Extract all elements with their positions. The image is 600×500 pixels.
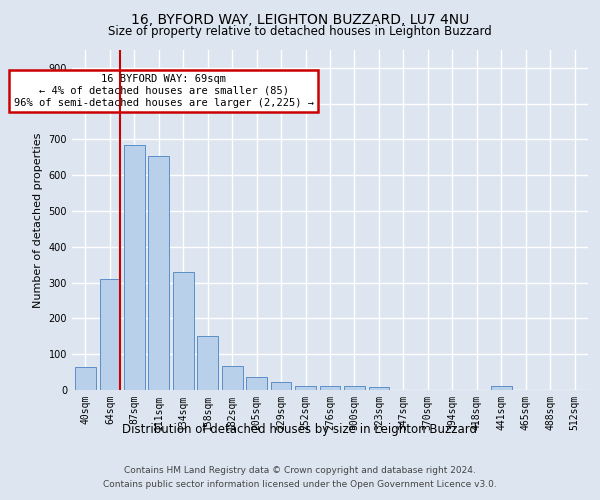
- Bar: [344, 386, 365, 390]
- Bar: [124, 145, 145, 390]
- Text: 16, BYFORD WAY, LEIGHTON BUZZARD, LU7 4NU: 16, BYFORD WAY, LEIGHTON BUZZARD, LU7 4N…: [131, 12, 469, 26]
- Text: Contains HM Land Registry data © Crown copyright and database right 2024.: Contains HM Land Registry data © Crown c…: [124, 466, 476, 475]
- Bar: [148, 156, 169, 390]
- Text: Distribution of detached houses by size in Leighton Buzzard: Distribution of detached houses by size …: [122, 422, 478, 436]
- Bar: [197, 336, 218, 390]
- Text: Size of property relative to detached houses in Leighton Buzzard: Size of property relative to detached ho…: [108, 25, 492, 38]
- Bar: [75, 366, 96, 390]
- Text: Contains public sector information licensed under the Open Government Licence v3: Contains public sector information licen…: [103, 480, 497, 489]
- Y-axis label: Number of detached properties: Number of detached properties: [33, 132, 43, 308]
- Bar: [173, 272, 194, 390]
- Bar: [320, 386, 340, 390]
- Text: 16 BYFORD WAY: 69sqm
← 4% of detached houses are smaller (85)
96% of semi-detach: 16 BYFORD WAY: 69sqm ← 4% of detached ho…: [14, 74, 314, 108]
- Bar: [368, 387, 389, 390]
- Bar: [295, 386, 316, 390]
- Bar: [271, 382, 292, 390]
- Bar: [100, 279, 120, 390]
- Bar: [491, 386, 512, 390]
- Bar: [246, 377, 267, 390]
- Bar: [222, 366, 242, 390]
